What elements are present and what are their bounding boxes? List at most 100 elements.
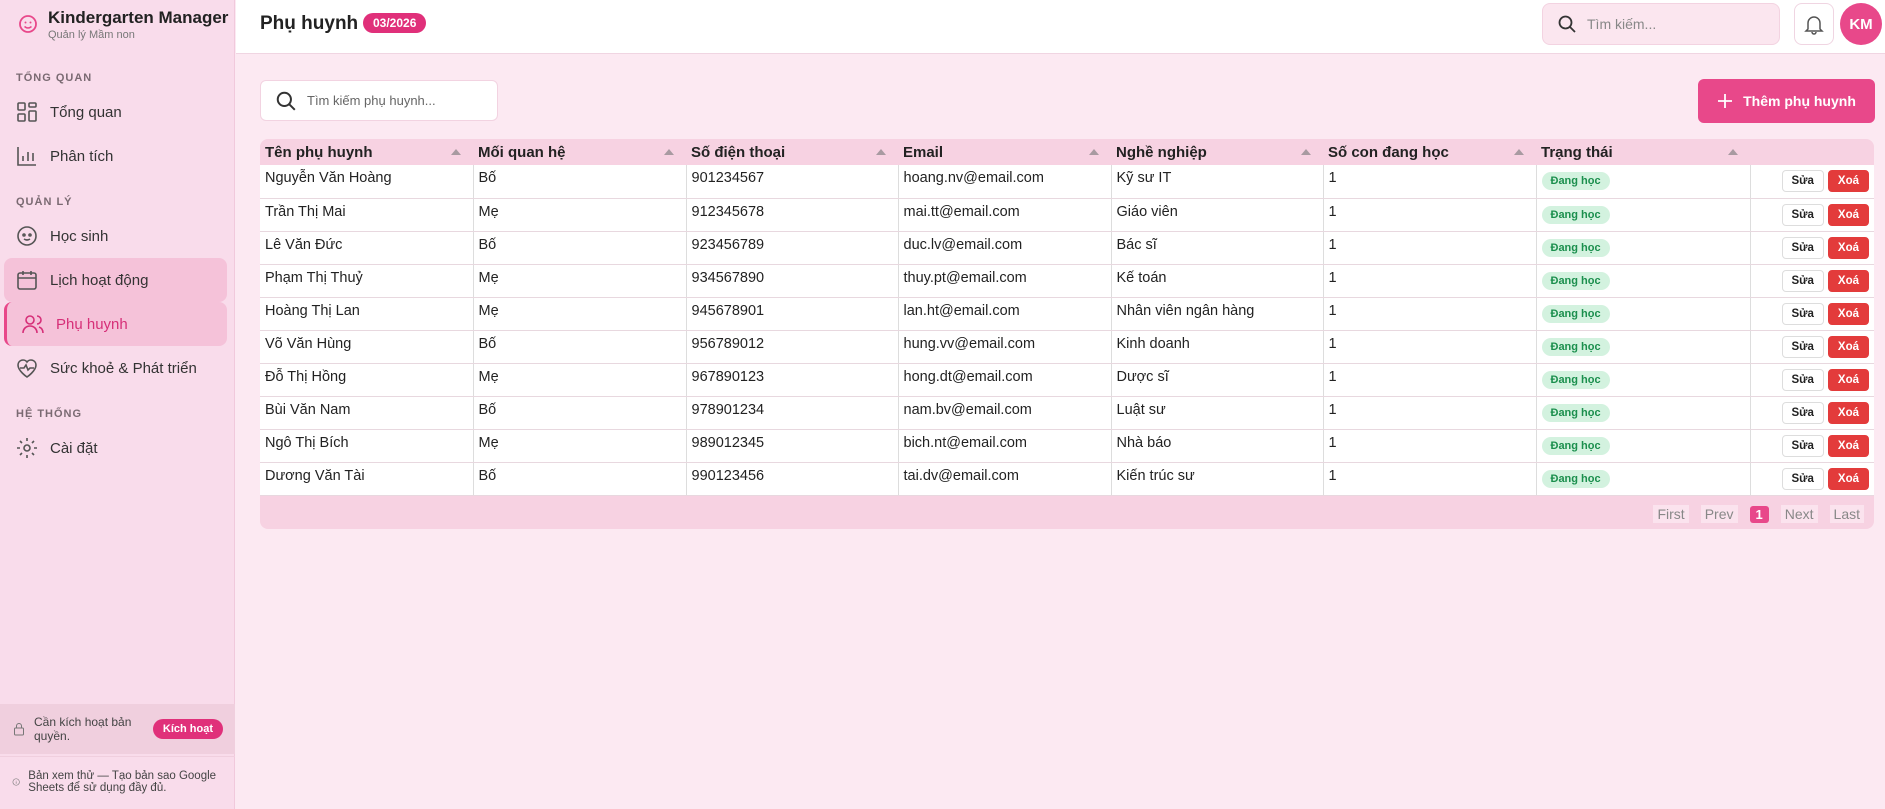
nav-icon (17, 359, 37, 378)
column-header[interactable]: Số điện thoại (686, 139, 898, 165)
cell: Đang học (1536, 462, 1751, 496)
global-search[interactable]: Tìm kiếm... (1542, 3, 1780, 45)
lock-icon (14, 723, 24, 736)
cell: Đang học (1536, 198, 1751, 232)
nav-icon (17, 271, 37, 290)
page-link[interactable]: 1 (1749, 505, 1769, 523)
activate-button[interactable]: Kích hoạt (152, 719, 223, 739)
brand: Kindergarten Manager Quản lý Mầm non (18, 8, 228, 41)
cell: Luật sư (1111, 396, 1324, 430)
column-header[interactable]: Nghề nghiệp (1111, 139, 1323, 165)
cell: Lê Văn Đức (260, 231, 474, 265)
cell: Đỗ Thị Hồng (260, 363, 474, 397)
column-header[interactable]: Email (898, 139, 1111, 165)
delete-button[interactable]: Xoá (1827, 269, 1869, 292)
sidebar: Kindergarten Manager Quản lý Mầm non TỔNG… (0, 0, 235, 809)
status-badge: Đang học (1541, 403, 1610, 422)
actions-cell: Sửa Xoá (1750, 330, 1874, 364)
status-badge: Đang học (1541, 172, 1610, 190)
cell: Kiến trúc sư (1111, 462, 1324, 496)
table-row: Lê Văn Đức Bố 923456789 duc.lv@email.com Bác… (260, 231, 1874, 265)
edit-button[interactable]: Sửa (1781, 269, 1824, 292)
cell: Kinh doanh (1111, 330, 1324, 364)
edit-button[interactable]: Sửa (1781, 236, 1824, 259)
edit-button[interactable]: Sửa (1781, 170, 1824, 193)
status-badge: Đang học (1541, 271, 1610, 290)
period-badge: 03/2026 (363, 13, 427, 33)
nav-group: HỆ THỐNG Cài đặt (4, 404, 227, 470)
actions-cell: Sửa Xoá (1750, 231, 1874, 265)
nav-item[interactable]: Phân tích (4, 134, 227, 178)
page-link[interactable]: Next (1780, 505, 1818, 523)
delete-button[interactable]: Xoá (1827, 434, 1869, 457)
avatar[interactable]: KM (1840, 3, 1882, 45)
column-header[interactable]: Tên phụ huynh (260, 139, 473, 165)
cell: tai.dv@email.com (898, 462, 1112, 496)
table-row: Trần Thị Mai Mẹ 912345678 mai.tt@email.com G… (260, 198, 1874, 232)
edit-button[interactable]: Sửa (1781, 434, 1824, 457)
column-header[interactable]: Số con đang học (1323, 139, 1536, 165)
delete-button[interactable]: Xoá (1827, 368, 1869, 391)
notifications[interactable] (1794, 3, 1834, 45)
cell: Đang học (1536, 264, 1751, 298)
cell: 1 (1323, 264, 1537, 298)
nav-label: Học sinh (50, 227, 109, 245)
add-parent-button[interactable]: Thêm phụ huynh (1698, 79, 1875, 123)
search-icon (276, 91, 296, 111)
edit-button[interactable]: Sửa (1781, 368, 1824, 391)
delete-button[interactable]: Xoá (1827, 302, 1869, 325)
edit-button[interactable]: Sửa (1781, 401, 1824, 424)
nav-item[interactable]: Cài đặt (4, 426, 227, 470)
edit-button[interactable]: Sửa (1781, 302, 1824, 325)
delete-button[interactable]: Xoá (1827, 401, 1869, 424)
cell: Mẹ (473, 264, 687, 298)
preview-text: Bản xem thử — Tạo bản sao Google Sheets … (28, 769, 217, 794)
search-placeholder: Tìm kiếm... (1587, 16, 1657, 32)
pagination: First Prev 1 Next Last (1653, 505, 1864, 523)
cell: Hoàng Thị Lan (260, 297, 474, 331)
page-link[interactable]: First (1653, 505, 1689, 523)
edit-button[interactable]: Sửa (1781, 467, 1824, 490)
parent-search[interactable]: Tìm kiếm phụ huynh... (260, 80, 498, 121)
cell: Nhân viên ngân hàng (1111, 297, 1324, 331)
cell: 1 (1323, 297, 1537, 331)
nav-item[interactable]: Lịch hoạt động (4, 258, 227, 302)
delete-button[interactable]: Xoá (1827, 335, 1869, 358)
delete-button[interactable]: Xoá (1827, 236, 1869, 259)
nav-item[interactable]: Phụ huynh (4, 302, 227, 346)
edit-button[interactable]: Sửa (1781, 335, 1824, 358)
cell: 956789012 (686, 330, 899, 364)
cell: Dược sĩ (1111, 363, 1324, 397)
column-header[interactable]: Mối quan hệ (473, 139, 686, 165)
cell: lan.ht@email.com (898, 297, 1112, 331)
table-row: Nguyễn Văn Hoàng Bố 901234567 hoang.nv@emai… (260, 165, 1874, 199)
header-row: Tên phụ huynh Mối quan hệ Số điện thoại Ema… (260, 139, 1874, 165)
nav-item[interactable]: Tổng quan (4, 90, 227, 134)
topbar: Phụ huynh 03/2026 Tìm kiếm... KM (236, 0, 1885, 54)
cell: Đang học (1536, 231, 1751, 265)
nav-label: Phụ huynh (56, 315, 128, 333)
status-badge: Đang học (1541, 238, 1610, 257)
delete-button[interactable]: Xoá (1827, 467, 1869, 490)
edit-button[interactable]: Sửa (1781, 203, 1824, 226)
cell: 1 (1323, 165, 1537, 199)
cell: duc.lv@email.com (898, 231, 1112, 265)
page-link[interactable]: Last (1829, 505, 1864, 523)
delete-button[interactable]: Xoá (1827, 203, 1869, 226)
table-row: Đỗ Thị Hồng Mẹ 967890123 hong.dt@email.com D… (260, 363, 1874, 397)
status-badge: Đang học (1541, 337, 1610, 356)
nav-label: Phân tích (50, 147, 114, 165)
column-header[interactable]: Trạng thái (1536, 139, 1750, 165)
nav-item[interactable]: Sức khoẻ & Phát triển (4, 346, 227, 390)
actions-cell: Sửa Xoá (1750, 429, 1874, 463)
cell: Kỹ sư IT (1111, 165, 1324, 199)
page-link[interactable]: Prev (1700, 505, 1738, 523)
cell: 990123456 (686, 462, 899, 496)
nav-item[interactable]: Học sinh (4, 214, 227, 258)
delete-button[interactable]: Xoá (1827, 170, 1869, 193)
cell: Nguyễn Văn Hoàng (260, 165, 474, 199)
search-placeholder: Tìm kiếm phụ huynh... (307, 93, 436, 108)
nav-icon (17, 102, 37, 122)
